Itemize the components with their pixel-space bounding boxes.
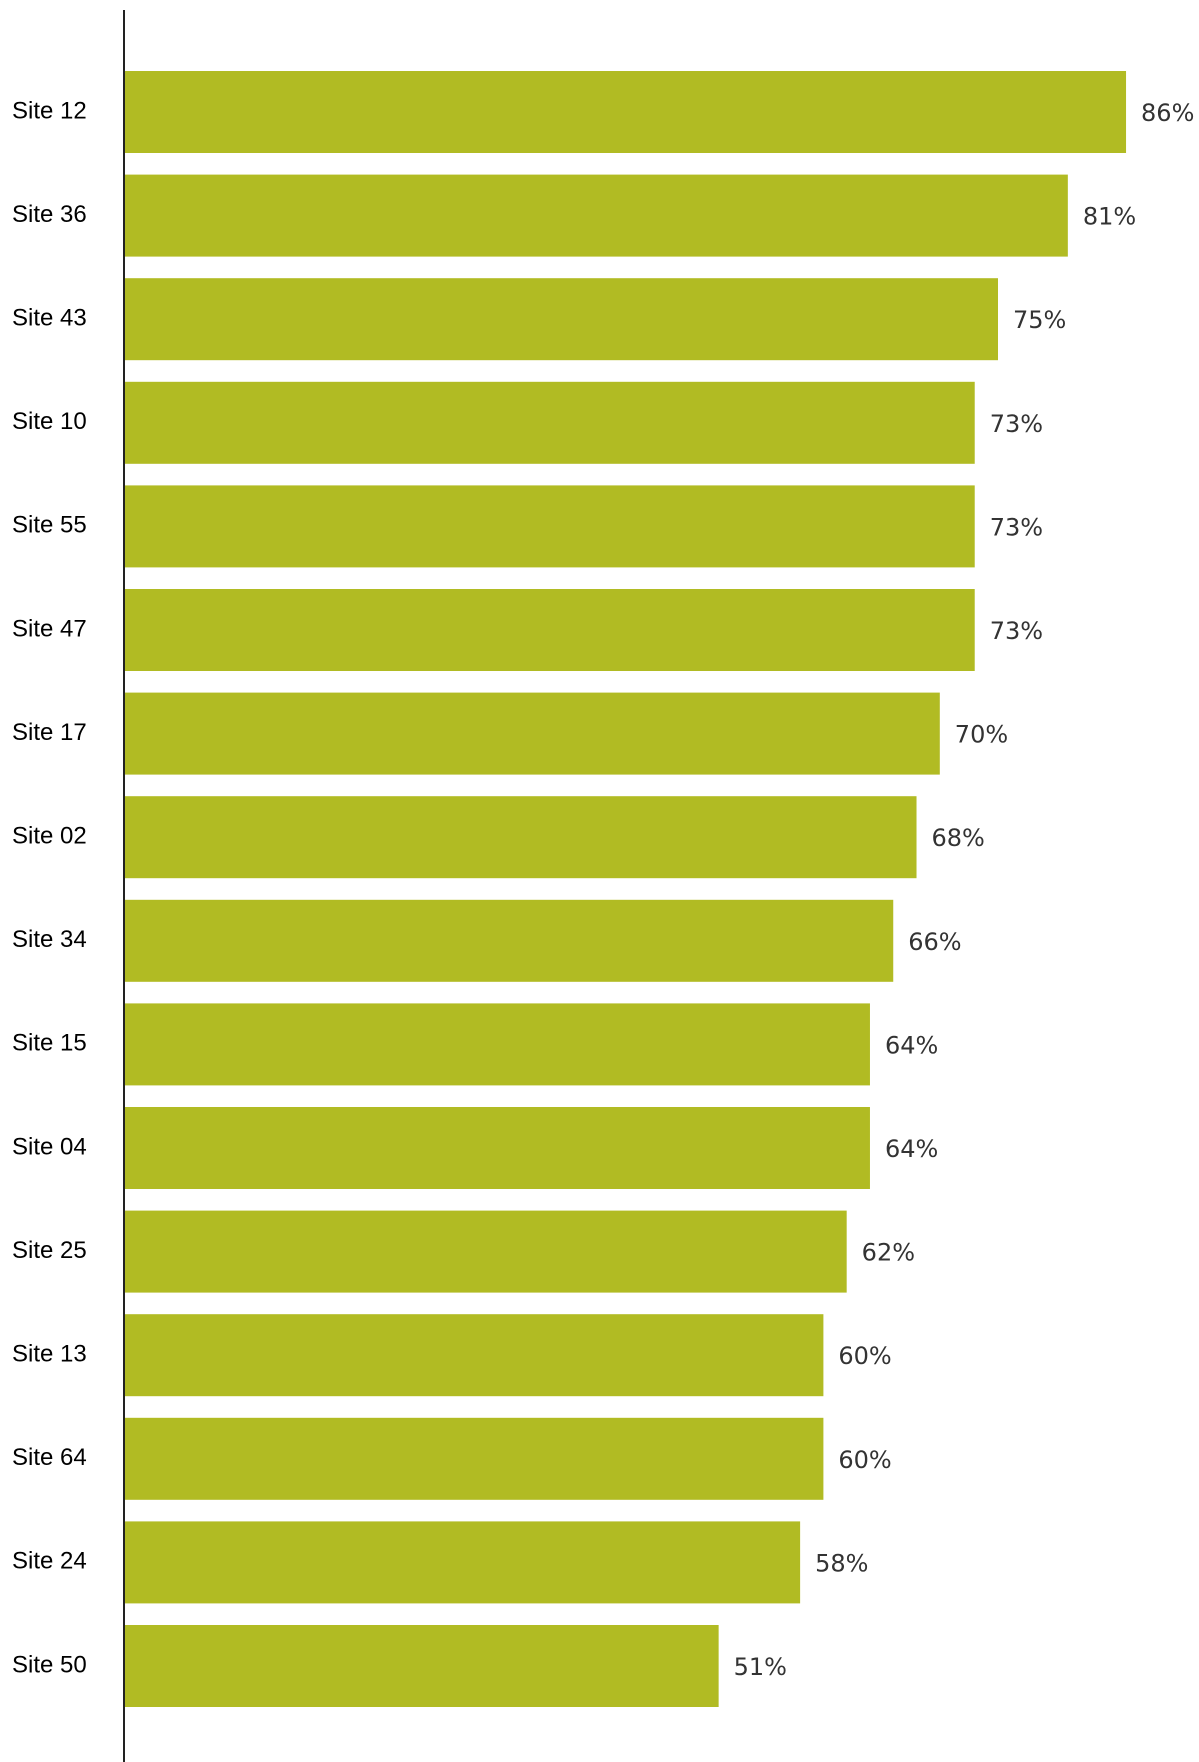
value-label: 66% xyxy=(908,928,961,956)
value-label: 75% xyxy=(1013,306,1066,334)
category-label: Site 34 xyxy=(12,926,87,953)
category-label: Site 24 xyxy=(12,1548,87,1575)
bars-layer xyxy=(125,71,1127,1707)
bar-site-13 xyxy=(125,1314,824,1397)
value-label: 60% xyxy=(838,1342,891,1370)
bar-site-64 xyxy=(125,1417,824,1500)
value-label: 64% xyxy=(885,1135,938,1163)
bar-site-34 xyxy=(125,899,894,982)
category-label: Site 47 xyxy=(12,615,87,642)
value-label: 86% xyxy=(1141,99,1194,127)
value-label: 58% xyxy=(815,1549,868,1577)
bar-site-12 xyxy=(125,71,1127,153)
value-label: 73% xyxy=(990,410,1043,438)
bar-site-25 xyxy=(125,1210,847,1293)
category-label: Site 17 xyxy=(12,719,87,746)
labels-layer: Site 12 86% Site 36 81% Site 43 75% Site 10 73%… xyxy=(12,97,1194,1681)
value-label: 81% xyxy=(1083,203,1136,231)
category-label: Site 43 xyxy=(12,305,87,332)
bar-site-43 xyxy=(125,278,998,361)
category-label: Site 04 xyxy=(12,1133,87,1160)
category-label: Site 15 xyxy=(12,1030,87,1057)
category-label: Site 10 xyxy=(12,408,87,435)
bar-site-24 xyxy=(125,1521,801,1604)
category-label: Site 64 xyxy=(12,1444,87,1471)
bar-site-02 xyxy=(125,796,917,879)
category-label: Site 02 xyxy=(12,823,87,850)
category-label: Site 50 xyxy=(12,1651,87,1678)
value-label: 64% xyxy=(885,1031,938,1059)
value-label: 68% xyxy=(932,824,985,852)
bar-site-36 xyxy=(125,174,1068,257)
bar-site-47 xyxy=(125,589,975,671)
category-label: Site 55 xyxy=(12,512,87,539)
value-label: 73% xyxy=(990,513,1043,541)
category-label: Site 12 xyxy=(12,97,87,124)
category-label: Site 13 xyxy=(12,1341,87,1368)
bar-site-15 xyxy=(125,1003,870,1086)
category-label: Site 36 xyxy=(12,201,87,228)
value-label: 62% xyxy=(862,1239,915,1267)
bar-site-10 xyxy=(125,381,975,464)
bar-site-17 xyxy=(125,692,940,775)
value-label: 73% xyxy=(990,617,1043,645)
category-label: Site 25 xyxy=(12,1237,87,1264)
value-label: 60% xyxy=(838,1446,891,1474)
bar-site-04 xyxy=(125,1107,870,1189)
value-label: 70% xyxy=(955,721,1008,749)
bar-site-50 xyxy=(125,1625,719,1707)
bar-site-55 xyxy=(125,485,975,568)
value-label: 51% xyxy=(734,1653,787,1681)
